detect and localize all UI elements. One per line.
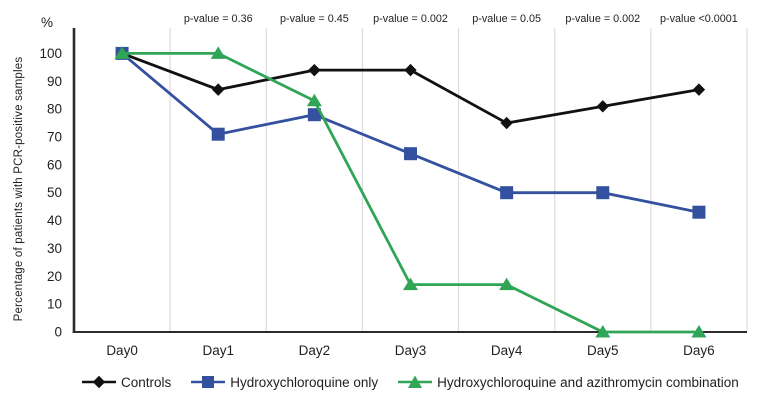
x-tick-label: Day1: [202, 343, 234, 358]
y-tick-label: 80: [47, 102, 62, 117]
controls-diamond-marker: [692, 83, 706, 96]
controls-diamond-marker: [500, 116, 513, 130]
controls-legend-marker: [82, 375, 116, 389]
controls-diamond-marker: [212, 83, 225, 96]
y-axis-unit-label: %: [41, 15, 53, 30]
hydroxychloroquine-azithromycin-combination-triangle-marker: [114, 46, 130, 59]
controls-diamond-marker: [596, 100, 609, 113]
hydroxychloroquine-azithromycin-combination-triangle-marker: [210, 46, 226, 59]
x-tick-label: Day5: [587, 343, 619, 358]
hydroxychloroquine-legend-marker: [191, 376, 226, 388]
controls-diamond-marker: [404, 63, 417, 77]
p-value-annotation: p-value = 0.002: [565, 13, 640, 25]
y-tick-label: 30: [47, 241, 62, 256]
p-value-annotation: p-value = 0.36: [184, 13, 253, 25]
x-tick-label: Day0: [106, 343, 138, 358]
x-tick-label: Day3: [395, 343, 427, 358]
x-tick-label: Day2: [299, 343, 331, 358]
x-tick-label: Day4: [491, 343, 523, 358]
chart-legend: Controls Hydroxychloroquine only Hydroxy…: [82, 374, 739, 390]
legend-item-controls: Controls: [82, 374, 171, 390]
legend-label-controls: Controls: [121, 374, 172, 390]
legend-item-combination: Hydroxychloroquine and azithromycin comb…: [398, 374, 739, 390]
hydroxychloroquine-azithromycin-combination-triangle-marker: [499, 277, 515, 291]
y-tick-label: 50: [47, 185, 62, 200]
diamond-marker-icon: [92, 375, 106, 389]
triangle-marker-icon: [408, 375, 423, 388]
y-tick-label: 0: [54, 325, 62, 340]
hydroxychloroquine-only-square-marker: [211, 127, 225, 141]
y-tick-label: 40: [47, 213, 62, 228]
square-marker-icon: [202, 376, 215, 388]
y-tick-label: 90: [47, 74, 62, 89]
y-tick-label: 10: [47, 297, 62, 312]
hydroxychloroquine-only-line: [121, 52, 700, 214]
hydroxychloroquine-azithromycin-combination-triangle-marker: [403, 277, 418, 291]
y-tick-label: 70: [47, 129, 62, 144]
hydroxychloroquine-only-square-marker: [596, 186, 610, 200]
p-value-annotation: p-value = 0.45: [280, 13, 349, 25]
hydroxychloroquine-azithromycin-combination-triangle-marker: [306, 93, 322, 107]
controls-diamond-marker: [308, 63, 321, 77]
p-value-annotation: p-value = 0.05: [472, 13, 541, 25]
y-tick-label: 100: [39, 46, 62, 61]
hydroxychloroquine-only-square-marker: [307, 108, 321, 122]
hydroxychloroquine-azithromycin-combination-triangle-marker: [691, 325, 707, 338]
hydroxychloroquine-azithromycin-combination-triangle-marker: [595, 325, 611, 338]
y-tick-label: 20: [47, 269, 62, 284]
p-value-annotation: p-value <0.0001: [660, 13, 738, 25]
hydroxychloroquine-only-square-marker: [500, 186, 514, 200]
hydroxychloroquine-azithromycin-combination-line: [122, 52, 699, 334]
p-value-annotation: p-value = 0.002: [373, 13, 448, 25]
hydroxychloroquine-only-square-marker: [692, 205, 706, 219]
chart-plot-area: 0 10 20 30 40 50 60 70 80 90 100% Day0 Day1 Day2 Day3 D…: [39, 13, 748, 358]
legend-label-hydroxychloroquine-only: Hydroxychloroquine only: [230, 374, 379, 390]
x-tick-label: Day6: [683, 343, 715, 358]
y-tick-label: 60: [47, 157, 62, 172]
combination-legend-marker: [398, 375, 433, 388]
controls-line: [121, 52, 700, 125]
hydroxychloroquine-only-square-marker: [404, 147, 417, 161]
legend-item-hydroxychloroquine-only: Hydroxychloroquine only: [191, 374, 378, 390]
legend-label-combination: Hydroxychloroquine and azithromycin comb…: [437, 374, 739, 390]
